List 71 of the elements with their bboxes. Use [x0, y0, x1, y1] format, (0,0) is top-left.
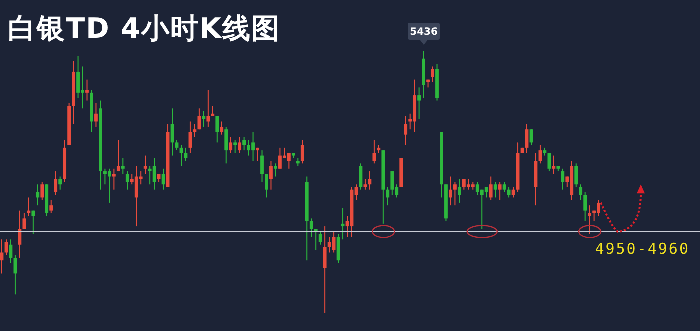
candlestick: [58, 176, 62, 190]
candlestick: [108, 168, 112, 204]
candlestick: [274, 163, 278, 178]
candlestick: [314, 228, 318, 251]
candlestick: [489, 176, 493, 201]
candlestick: [94, 102, 98, 128]
candlestick: [579, 184, 583, 201]
candlestick: [498, 182, 502, 201]
candlestick: [234, 140, 238, 154]
candlestick: [175, 140, 179, 152]
candlestick: [216, 116, 220, 144]
candlestick: [198, 108, 202, 130]
candlestick: [323, 226, 327, 313]
annotation: 5436: [410, 27, 438, 38]
candlestick: [588, 205, 592, 235]
candlestick: [32, 210, 36, 235]
candlestick: [418, 87, 422, 120]
candlestick: [507, 186, 511, 198]
candlestick: [552, 155, 556, 175]
candlestick: [260, 150, 264, 182]
candlestick: [494, 182, 498, 198]
candlestick: [126, 171, 130, 190]
annotation: 4950-4960: [595, 240, 690, 258]
candlestick: [144, 155, 148, 175]
candlestick: [404, 116, 408, 146]
candlestick: [220, 121, 224, 136]
candlestick: [50, 200, 54, 214]
candlestick: [287, 152, 291, 170]
candlestick: [310, 218, 314, 238]
candlestick: [454, 182, 457, 206]
candlestick: [318, 231, 322, 246]
candlestick: [152, 158, 156, 190]
candlestick: [0, 239, 4, 274]
chart-title: 白银TD 4小时K线图: [8, 11, 280, 47]
candlestick: [22, 212, 26, 230]
candlestick: [193, 124, 197, 138]
candlestick: [54, 171, 58, 196]
candlestick: [386, 186, 390, 206]
candlestick: [300, 140, 304, 164]
candlestick: [449, 176, 452, 206]
candlestick: [484, 186, 488, 198]
candlestick: [372, 140, 376, 164]
candlestick: [548, 152, 552, 172]
candlestick: [224, 126, 228, 164]
candlestick: [574, 163, 578, 188]
candlestick: [202, 110, 206, 128]
candlestick: [270, 160, 273, 190]
candlestick: [229, 136, 233, 154]
candlestick: [36, 184, 40, 206]
candlestick: [584, 192, 588, 222]
candlestick: [18, 210, 22, 258]
candlestick: [121, 158, 125, 175]
candlestick: [502, 182, 506, 193]
candlestick: [458, 178, 462, 204]
candlestick: [184, 147, 188, 162]
candlestick: [242, 136, 246, 152]
candlestick: [265, 174, 268, 198]
candlestick: [431, 66, 434, 83]
candlestick: [238, 136, 242, 154]
candlestick: [86, 79, 89, 102]
candlestick: [116, 140, 120, 172]
candlestick: [561, 168, 565, 190]
candlestick: [206, 90, 210, 128]
candlestick: [390, 171, 394, 196]
candlestick: [188, 121, 192, 154]
candlestick: [40, 182, 44, 201]
candlestick: [112, 168, 116, 190]
candlestick: [256, 147, 260, 162]
candlestick: [368, 171, 372, 190]
candlestick: [332, 231, 336, 254]
candlestick: [27, 197, 31, 217]
